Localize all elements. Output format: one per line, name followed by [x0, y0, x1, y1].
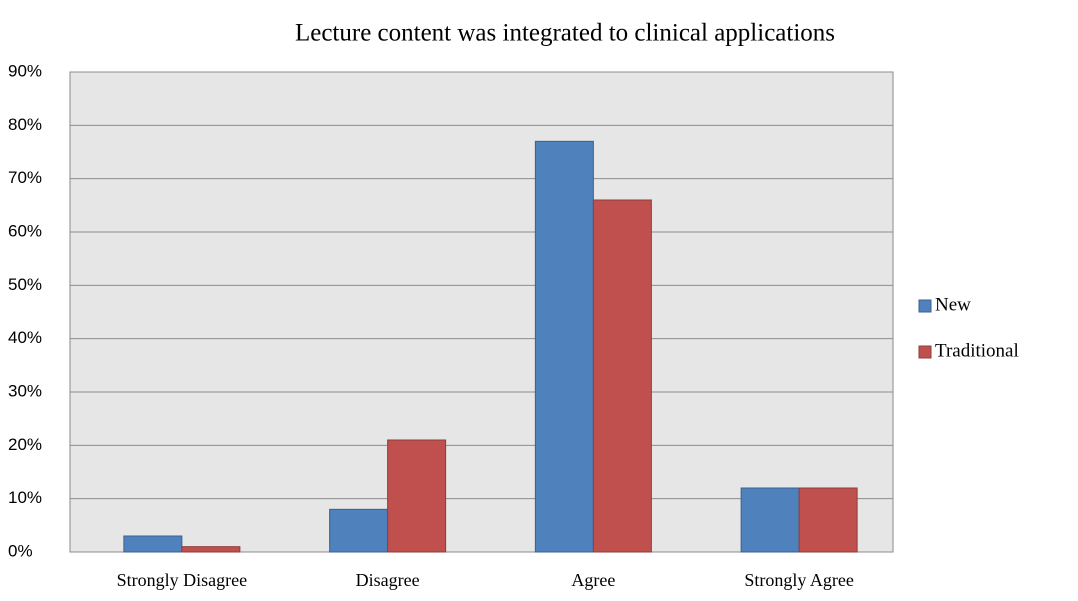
bar: [123, 535, 183, 553]
bar: [592, 199, 652, 553]
x-tick-label: Strongly Disagree: [117, 570, 247, 590]
legend-swatch: [918, 299, 932, 313]
x-tick-label: Agree: [571, 570, 615, 590]
bar: [534, 140, 594, 553]
bar: [740, 487, 800, 553]
y-tick-label: 10%: [8, 488, 42, 507]
y-tick-label: 90%: [8, 61, 42, 80]
chart-title: Lecture content was integrated to clinic…: [295, 20, 835, 47]
y-tick-label: 30%: [8, 381, 42, 400]
x-tick-label: Disagree: [356, 570, 420, 590]
y-tick-label: 0%: [8, 541, 33, 560]
bar: [798, 487, 858, 553]
y-tick-label: 20%: [8, 435, 42, 454]
legend-label: New: [935, 294, 971, 315]
plot-area: [69, 71, 894, 553]
y-tick-label: 40%: [8, 328, 42, 347]
bar: [329, 508, 389, 553]
legend-label: Traditional: [935, 340, 1019, 361]
x-tick-label: Strongly Agree: [744, 570, 854, 590]
y-tick-label: 60%: [8, 221, 42, 240]
bar: [181, 546, 241, 553]
bar: [387, 439, 447, 553]
legend-swatch: [918, 345, 932, 359]
y-tick-label: 50%: [8, 275, 42, 294]
y-tick-label: 80%: [8, 115, 42, 134]
y-tick-label: 70%: [8, 168, 42, 187]
